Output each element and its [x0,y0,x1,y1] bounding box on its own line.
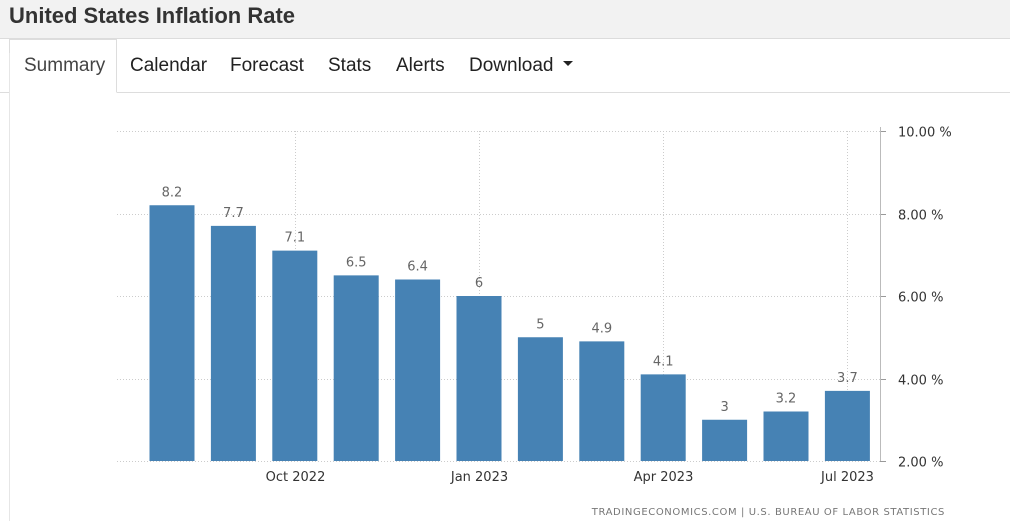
tab-label: Download [469,55,554,76]
tab-label: Alerts [396,55,445,76]
y-tick-label: 6.00 % [898,291,943,306]
tab-forecast[interactable]: Forecast [230,39,304,92]
data-label: 4.9 [591,321,612,336]
data-label: 6.4 [407,260,428,275]
tab-calendar[interactable]: Calendar [130,39,207,92]
x-tick-label: Apr 2023 [634,470,694,485]
data-label: 3.2 [776,392,797,407]
bar [824,390,870,461]
data-label: 6 [475,276,483,291]
tab-download[interactable]: Download [469,39,573,92]
bar [395,279,441,461]
bar [210,225,256,461]
data-label: 7.7 [223,206,244,221]
bar [579,341,625,461]
data-label: 7.1 [284,231,305,246]
bar [272,250,318,461]
y-tick-label: 10.00 % [898,126,952,141]
tab-label: Stats [328,55,372,76]
data-label: 3.7 [837,371,858,386]
data-label: 3 [720,400,728,415]
y-tick-label: 8.00 % [898,209,943,224]
data-label: 4.1 [653,354,674,369]
data-label: 6.5 [346,255,367,270]
y-tick-label: 4.00 % [898,374,943,389]
bar [456,296,502,461]
tab-label: Forecast [230,55,304,76]
tab-label: Calendar [130,55,208,76]
x-tick-label: Jul 2023 [820,470,874,485]
bar [333,275,379,461]
chart-source: TRADINGECONOMICS.COM | U.S. BUREAU OF LA… [591,507,945,518]
data-label: 8.2 [162,185,183,200]
bar [763,411,809,461]
bar [702,419,748,461]
caret-down-icon[interactable] [562,61,573,67]
title-bar: United States Inflation Rate [0,0,1010,39]
tab-bar: Summary Calendar Forecast Stats Alerts D… [0,39,1010,93]
data-label: 5 [536,317,544,332]
x-tick-label: Oct 2022 [266,470,326,485]
tab-label: Summary [24,55,106,76]
bar [149,205,195,461]
tab-stats[interactable]: Stats [328,39,371,92]
bar [517,337,563,461]
content-left-border [9,53,10,521]
bar [640,374,686,461]
page-title: United States Inflation Rate [9,3,296,28]
y-tick-label: 2.00 % [898,456,943,471]
x-tick-label: Jan 2023 [450,470,508,485]
tab-alerts[interactable]: Alerts [396,39,445,92]
